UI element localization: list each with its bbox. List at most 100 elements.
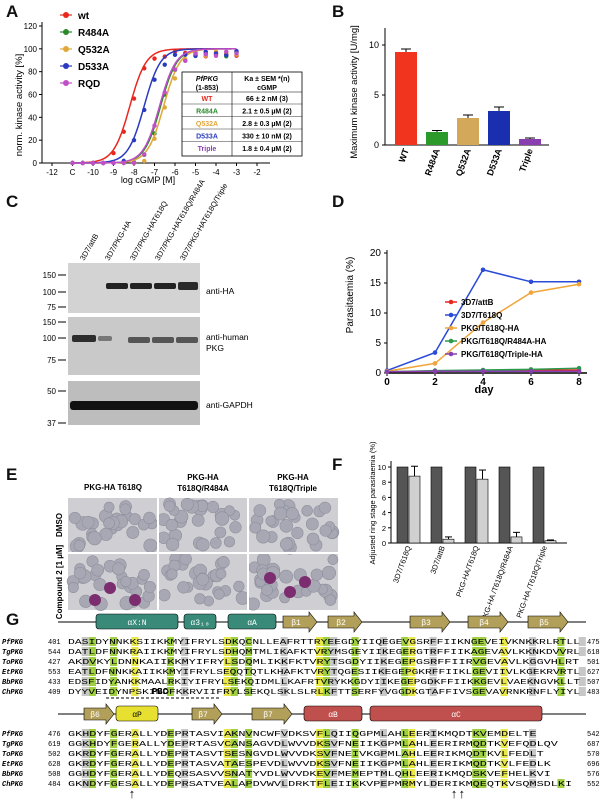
a-point: [70, 160, 75, 166]
g-residue-highlight: [379, 687, 387, 696]
panel-b-max-activity-chart: Maximum kinase activity [U/mg] 0 5 10 WT R4…: [349, 25, 549, 177]
g-residue-highlight: [500, 677, 508, 686]
g-residue-highlight: [330, 759, 338, 768]
g-residue-highlight: [181, 687, 189, 696]
a-point: [121, 160, 126, 166]
d-xtick-label: 4: [480, 377, 486, 388]
d-point: [432, 361, 438, 366]
panel-g-sequence-alignment: αX:N α3₁₀ αA β1 β2 β3 β4 β5 PfPKG 401 DASIDYNNKKS…: [2, 611, 600, 800]
g-residue-highlight: [81, 677, 89, 686]
g-residue-highlight: [230, 739, 238, 748]
g-residue-highlight: [500, 667, 508, 676]
g-residue-highlight: [223, 677, 231, 686]
g-residue-highlight: [529, 647, 537, 656]
a-point: [142, 152, 147, 157]
g-residue-highlight: [110, 759, 118, 768]
a-point: [80, 160, 85, 166]
e-cell: [318, 501, 332, 514]
c-blot-label: PKG: [206, 343, 224, 353]
g-residue-highlight: [280, 749, 288, 758]
g-residue-highlight: [223, 749, 231, 758]
g-structure-label: αC: [451, 711, 461, 720]
e-cell: [273, 506, 288, 521]
g-residue-highlight: [323, 657, 331, 666]
b-ytick-label: 10: [369, 40, 379, 50]
e-row-label: Compound 2 [1 µM]: [55, 544, 64, 619]
g-residue-highlight: [557, 637, 565, 646]
a-xtick-label: -7: [151, 168, 159, 177]
a-point: [90, 160, 96, 166]
g-structure-label: αX:N: [127, 619, 146, 628]
g-residue-highlight: [245, 759, 253, 768]
d-legend-label: 3D7/T618Q: [461, 311, 502, 320]
e-cell: [179, 552, 192, 566]
g-residue-highlight: [316, 749, 324, 758]
e-cell: [67, 582, 79, 594]
a-point: [234, 51, 239, 56]
g-residue-highlight: [379, 647, 387, 656]
e-cell: [217, 555, 230, 569]
g-residue-highlight: [223, 769, 231, 778]
g-species-label: EtPKG: [2, 761, 24, 769]
g-seq-end: 483: [587, 689, 600, 697]
g-residue-highlight: [479, 739, 487, 748]
e-infected-cell: [104, 582, 116, 594]
d-xtick-label: 0: [384, 377, 390, 388]
table-row-name: WT: [202, 96, 214, 103]
g-species-label: EtPKG: [2, 669, 24, 677]
d-legend-marker: [448, 338, 454, 344]
g-residue-highlight: [230, 779, 238, 788]
e-cell: [119, 503, 131, 516]
b-bar: [488, 111, 510, 145]
g-seq-start: 476: [48, 731, 61, 739]
e-column-label: PKG-HA: [187, 473, 219, 482]
table-row-value: 2.8 ± 0.3 µM (2): [242, 121, 292, 128]
f-bar-dmso: [430, 466, 443, 544]
e-infected-cell: [299, 576, 311, 588]
g-residue-highlight: [330, 647, 338, 656]
g-residue-highlight: [245, 769, 253, 778]
e-cell: [223, 536, 236, 548]
c-blot-label: anti-human: [206, 332, 249, 342]
e-cell: [235, 591, 250, 605]
e-cell: [279, 519, 293, 533]
e-cell: [233, 580, 245, 592]
g-residue-highlight: [557, 687, 565, 696]
g-seq-end: 552: [587, 781, 600, 789]
g-residue-highlight: [316, 729, 324, 738]
g-residue-highlight: [81, 657, 89, 666]
g-residue-highlight: [401, 759, 409, 768]
g-residue-highlight: [557, 657, 565, 666]
g-residue-highlight: [529, 657, 537, 666]
g-residue-highlight: [316, 779, 324, 788]
g-structure-label: β6: [90, 711, 100, 720]
g-structure-label: β1: [291, 619, 301, 628]
panel-a-ka-table: PfPKG (1-853) Ka ± SEM *(n) cGMP WT 66 ± …: [181, 71, 303, 157]
g-residue-highlight: [500, 739, 508, 748]
g-residue-highlight: [408, 647, 416, 656]
g-residue-highlight: [472, 647, 480, 656]
panel-e-letter: E: [6, 465, 18, 484]
e-cell: [73, 566, 87, 580]
g-residue-highlight: [166, 729, 174, 738]
g-residue-highlight: [88, 739, 96, 748]
g-residue-highlight: [529, 667, 537, 676]
g-residue-highlight: [110, 739, 118, 748]
g-residue-highlight: [379, 779, 387, 788]
g-residue-highlight: [230, 657, 238, 666]
g-sequence: GGHDYFGERALLYDEQRSASVVSNATYVDLWVVDKEVFME…: [68, 771, 551, 779]
g-pbc-label: PBC: [152, 687, 169, 697]
d-point: [432, 350, 438, 355]
g-residue-highlight: [323, 637, 331, 646]
a-xtick-label: -2: [253, 168, 261, 177]
g-residue-highlight: [110, 687, 118, 696]
table-sub-2: cGMP: [257, 85, 277, 92]
g-residue-highlight: [330, 637, 338, 646]
g-residue-highlight: [131, 749, 139, 758]
g-residue-highlight: [330, 739, 338, 748]
g-seq-start: 502: [48, 751, 61, 759]
g-residue-highlight: [529, 769, 537, 778]
d-point: [528, 368, 534, 374]
g-residue-highlight: [408, 657, 416, 666]
f-category-label: PKG-HA /T618Q/Triple: [514, 545, 548, 619]
